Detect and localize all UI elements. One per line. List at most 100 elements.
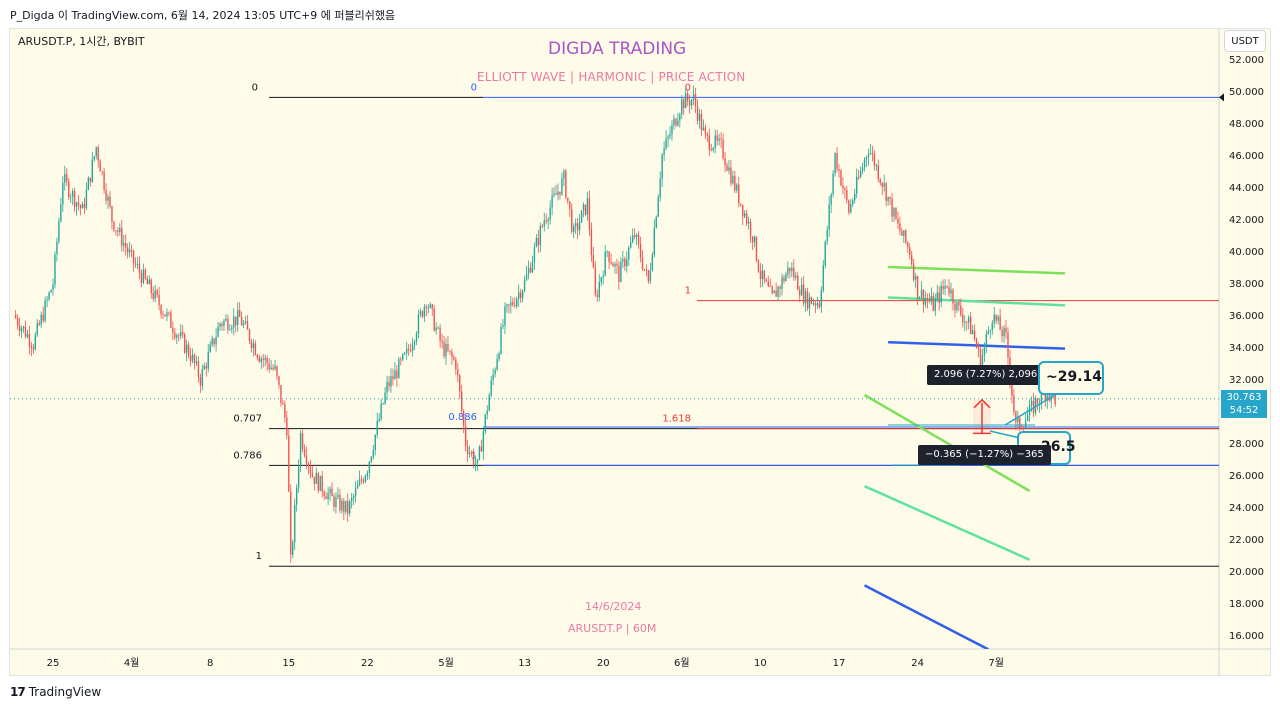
candle-body <box>449 350 451 352</box>
candle-body <box>227 318 229 330</box>
candle-body <box>580 210 583 223</box>
candle-body <box>834 152 836 174</box>
y-tick-label: 44.000 <box>1229 183 1264 194</box>
candle-body <box>93 156 95 160</box>
candle-body <box>604 251 606 276</box>
brand-subtitle: ELLIOTT WAVE | HARMONIC | PRICE ACTION <box>477 70 746 84</box>
candle-body <box>144 269 147 279</box>
candle-body <box>209 344 211 353</box>
candle-body <box>244 321 247 324</box>
candle-body <box>973 330 976 340</box>
candle-body <box>887 196 889 202</box>
candle-body <box>997 316 999 321</box>
candle-body <box>610 261 612 264</box>
candle-body <box>855 176 858 194</box>
candle-body <box>335 497 337 507</box>
candle-body <box>370 456 373 462</box>
y-tick-label: 50.000 <box>1229 87 1264 98</box>
candle-body <box>56 241 58 255</box>
candle-body <box>111 206 113 222</box>
candle-body <box>987 331 990 334</box>
candle-body <box>170 312 172 328</box>
candle-body <box>663 148 665 155</box>
candle-body <box>350 497 353 502</box>
candle-body <box>329 488 331 494</box>
y-tick-label: 32.000 <box>1229 375 1264 386</box>
candle-body <box>529 267 532 273</box>
candle-body <box>390 376 392 387</box>
candle-body <box>113 221 115 231</box>
candle-body <box>303 448 306 456</box>
candle-body <box>356 485 359 489</box>
candle-body <box>702 127 705 131</box>
candle-body <box>649 270 652 282</box>
candle-body <box>494 369 496 375</box>
candle-body <box>457 369 459 376</box>
candle-body <box>354 488 357 497</box>
candle-body <box>115 230 117 232</box>
candle-body <box>769 286 771 288</box>
candle-body <box>60 204 62 222</box>
y-tick-label: 38.000 <box>1229 279 1264 290</box>
candle-body <box>775 290 777 297</box>
candle-body <box>596 294 599 298</box>
candle-body <box>28 334 31 346</box>
candle-body <box>201 369 204 386</box>
candle-body <box>16 318 19 326</box>
y-tick-label: 26.000 <box>1229 471 1264 482</box>
candle-body <box>437 327 439 329</box>
candle-body <box>525 274 528 281</box>
trend-line <box>864 485 1031 561</box>
candle-body <box>966 321 968 323</box>
candle-body <box>482 431 485 452</box>
candle-body <box>911 254 913 265</box>
tradingview-logo[interactable]: 17 TradingView <box>10 685 101 699</box>
fib-level-label: 0 <box>471 82 477 93</box>
candle-body <box>952 289 954 304</box>
candle-body <box>533 246 536 262</box>
target-callout-upper[interactable]: ~29.14 <box>1038 361 1104 395</box>
candle-body <box>461 391 463 411</box>
y-tick-label: 40.000 <box>1229 247 1264 258</box>
candle-body <box>478 446 481 460</box>
candle-body <box>563 170 565 179</box>
candle-body <box>409 349 412 351</box>
candle-body <box>651 254 654 271</box>
candle-body <box>714 135 716 148</box>
candle-body <box>1054 394 1056 405</box>
candle-body <box>857 176 860 178</box>
x-tick-label: 8 <box>207 658 213 669</box>
candle-body <box>883 183 885 187</box>
candle-body <box>97 147 99 161</box>
candle-body <box>425 306 428 308</box>
candle-body <box>1015 411 1017 423</box>
candle-body <box>260 358 262 362</box>
candle-body <box>875 165 878 167</box>
candle-body <box>327 493 329 499</box>
candle-body <box>971 330 974 334</box>
candle-body <box>665 138 667 149</box>
candle-body <box>901 231 903 236</box>
candle-body <box>531 261 534 273</box>
candle-body <box>128 249 131 253</box>
currency-button[interactable]: USDT <box>1224 30 1266 52</box>
candle-body <box>586 198 589 215</box>
candle-body <box>178 335 180 337</box>
symbol-legend[interactable]: ARUSDT.P, 1시간, BYBIT <box>18 35 145 48</box>
candle-body <box>317 473 319 491</box>
candle-body <box>726 165 728 171</box>
candle-body <box>999 316 1001 330</box>
candle-body <box>374 434 376 451</box>
candle-body <box>99 160 101 172</box>
candle-body <box>164 314 166 317</box>
candle-body <box>87 177 90 190</box>
candle-body <box>885 183 887 202</box>
candle-body <box>368 461 371 473</box>
candle-body <box>1005 327 1007 333</box>
chart-pane[interactable] <box>9 28 1271 676</box>
candle-body <box>879 179 881 183</box>
candle-body <box>889 196 891 199</box>
y-tick-label: 42.000 <box>1229 215 1264 226</box>
candle-body <box>362 480 365 482</box>
